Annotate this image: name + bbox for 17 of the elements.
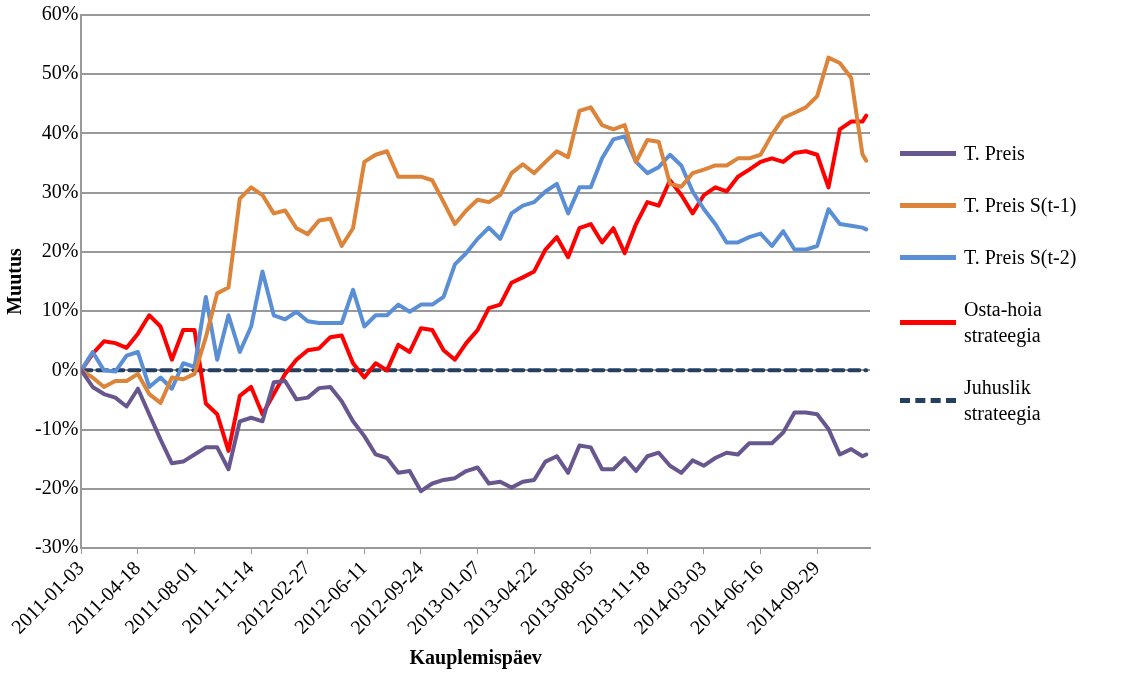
y-tick-label: -30% xyxy=(34,535,79,558)
y-tick-label: -20% xyxy=(34,476,79,499)
y-axis-title: Muutus xyxy=(3,247,26,315)
y-tick-label: 40% xyxy=(41,120,79,143)
legend-label: T. Preis xyxy=(964,141,1026,166)
legend-label: Osta-hoia strateegia xyxy=(964,297,1043,348)
y-tick-label: 10% xyxy=(41,298,79,321)
y-tick-label: 0% xyxy=(51,357,79,380)
y-tick-label: 50% xyxy=(41,61,79,84)
y-tick-label: 60% xyxy=(41,2,79,25)
legend-label: Juhuslik strateegia xyxy=(964,375,1042,426)
y-tick-label: -10% xyxy=(34,416,79,439)
x-axis-title: Kauplemispäev xyxy=(409,646,542,670)
legend-label: T. Preis S(t-1) xyxy=(964,193,1078,218)
y-tick-label: 20% xyxy=(41,239,79,262)
legend-label: T. Preis S(t-2) xyxy=(964,245,1078,270)
y-tick-label: 30% xyxy=(41,179,79,202)
